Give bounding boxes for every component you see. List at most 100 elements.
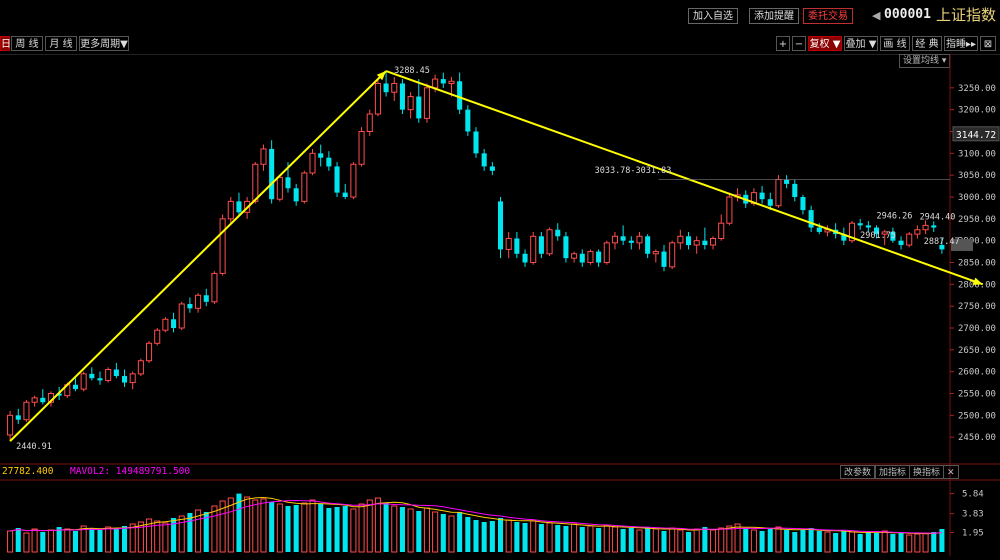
candle-body	[137, 360, 144, 375]
candle-body	[473, 131, 479, 154]
candle-body	[7, 414, 14, 436]
volume-bar	[816, 531, 822, 552]
volume-bar	[23, 532, 30, 553]
candle-body	[301, 172, 308, 202]
volume-bar	[939, 529, 945, 552]
candle-body	[702, 240, 708, 246]
more-periods-dropdown[interactable]: 更多周期▼	[79, 36, 129, 51]
candle-body	[309, 152, 316, 174]
candle-body	[342, 192, 348, 197]
volume-bar	[358, 503, 365, 553]
candle-body	[276, 176, 283, 200]
adjust-rights-dropdown[interactable]: 复权 ▼	[808, 36, 842, 51]
overlay-dropdown[interactable]: 叠加 ▼	[844, 36, 878, 51]
volume-bar	[203, 512, 209, 552]
volume-bar	[146, 518, 153, 553]
candle-body	[816, 227, 822, 232]
volume-bar	[178, 515, 185, 553]
period-week-tab[interactable]: 周 线	[11, 36, 43, 51]
volume-bar	[137, 521, 144, 553]
volume-bar	[734, 523, 741, 553]
candle-body	[571, 253, 578, 259]
candle-body	[113, 369, 119, 377]
volume-bar	[407, 508, 414, 553]
volume-bar	[154, 520, 161, 553]
last-price-marker	[951, 239, 973, 252]
volume-bar	[366, 499, 373, 553]
volume-bar	[530, 520, 537, 553]
price-annotation: 2887.47	[924, 237, 960, 247]
candle-body	[718, 222, 725, 239]
volume-bar	[661, 531, 667, 552]
candle-body	[497, 201, 504, 250]
candle-body	[514, 238, 520, 254]
volume-bar	[252, 499, 259, 553]
volume-bar	[865, 532, 871, 552]
volume-bar	[922, 532, 929, 553]
volume-bar	[833, 533, 839, 552]
volume-bar	[350, 508, 357, 553]
period-day-tab[interactable]: 日	[0, 36, 11, 51]
zoom-in-button[interactable]: +	[776, 36, 790, 51]
candle-body	[80, 373, 87, 390]
candle-body	[645, 236, 651, 254]
top-bar: 加入自选 添加提醒 委托交易 ◀ 000001 上证指数	[0, 0, 1000, 34]
stock-code: 000001	[884, 7, 931, 22]
price-annotation: 2901.75	[860, 231, 896, 241]
volume-bar	[244, 496, 251, 553]
candle-body	[481, 153, 487, 167]
volume-bar	[726, 525, 733, 553]
candle-body	[669, 242, 676, 268]
candle-body	[457, 81, 463, 110]
y-tick-label: 2900.00	[958, 237, 996, 247]
candle-body	[252, 163, 259, 202]
volume-bar	[808, 528, 814, 552]
volume-bar	[374, 497, 381, 553]
period-month-tab[interactable]: 月 线	[45, 36, 77, 51]
volume-bar	[448, 515, 455, 553]
zoom-out-button[interactable]: −	[792, 36, 806, 51]
y-tick-label: 3100.00	[958, 149, 996, 159]
volume-bar	[113, 529, 119, 552]
switch-indicator-button[interactable]: 换指标	[909, 465, 945, 479]
chart-toolbar: 日 周 线 月 线 更多周期▼ + − 复权 ▼ 叠加 ▼ 画 线 经 典 指睡…	[0, 34, 1000, 55]
candle-body	[865, 225, 871, 228]
volume-bar	[465, 517, 471, 552]
volume-bar	[702, 527, 708, 552]
candle-body	[350, 163, 357, 198]
y-tick-label: 2550.00	[958, 390, 996, 400]
indicator-button[interactable]: 指睡▸▸	[944, 36, 978, 51]
candle-body	[121, 376, 128, 383]
candle-body	[538, 236, 544, 254]
volume-bar	[693, 528, 700, 553]
close-panel-icon[interactable]: ⊠	[980, 36, 996, 51]
candle-body	[906, 233, 913, 246]
close-indicator-icon[interactable]: ✕	[943, 465, 959, 479]
draw-line-button[interactable]: 画 线	[880, 36, 910, 51]
candle-body	[171, 319, 177, 328]
trade-button[interactable]: 委托交易	[803, 8, 853, 24]
volume-bar	[72, 531, 79, 552]
candle-body	[914, 229, 921, 235]
candle-body	[23, 401, 30, 421]
volume-bar	[596, 528, 602, 552]
volume-bar	[383, 503, 389, 552]
add-indicator-button[interactable]: 加指标	[875, 465, 911, 479]
classic-button[interactable]: 经 典	[912, 36, 942, 51]
candle-body	[775, 179, 782, 207]
candle-body	[857, 223, 863, 226]
volume-bar	[489, 521, 495, 552]
volume-bar	[767, 529, 773, 552]
add-watchlist-button[interactable]: 加入自选	[688, 8, 738, 24]
volume-bar	[334, 507, 340, 552]
add-alert-button[interactable]: 添加提醒	[749, 8, 799, 24]
candle-body	[31, 397, 38, 403]
price-annotation: 2946.26	[877, 211, 913, 221]
current-price-label: 3144.72	[956, 130, 996, 141]
edit-params-button[interactable]: 改参数	[840, 465, 876, 479]
candle-body	[611, 235, 618, 244]
volume-bar	[645, 527, 651, 552]
prev-stock-icon[interactable]: ◀	[872, 9, 881, 22]
y-tick-label: 2850.00	[958, 259, 996, 269]
candle-body	[726, 196, 733, 224]
